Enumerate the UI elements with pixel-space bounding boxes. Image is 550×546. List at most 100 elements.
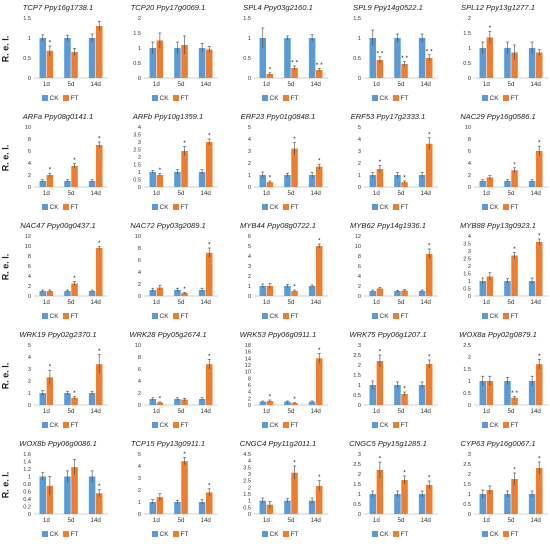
significance-mark: * * <box>401 55 408 62</box>
y-tick-label: 1 <box>248 284 251 290</box>
bar-ck <box>39 291 47 296</box>
legend-swatch-ft <box>172 422 179 428</box>
legend-swatch-ft <box>62 204 69 210</box>
bar-ck <box>479 494 487 514</box>
bar-ck <box>88 291 96 296</box>
bar-ck <box>528 48 536 78</box>
bar-ft <box>401 394 408 405</box>
y-tick-label: 3 <box>138 140 141 146</box>
y-tick-label: 3 <box>358 452 361 458</box>
bar-ft <box>95 248 103 296</box>
legend-label: FT <box>70 422 79 429</box>
legend-label: FT <box>290 422 299 429</box>
y-tick-label: 8 <box>358 254 361 260</box>
y-tick-label: 3.5 <box>133 133 141 139</box>
y-tick-label: 0 <box>248 294 251 300</box>
significance-mark: * <box>379 456 382 463</box>
significance-mark: * <box>183 140 186 147</box>
significance-mark: * <box>318 238 321 245</box>
bar-ft <box>315 358 323 405</box>
bar-ck <box>88 393 96 405</box>
bar-chart: 00.2 0.40.6 0.81 1.21.4 1.6 1d 5d * 14d <box>23 452 108 524</box>
significance-mark: * <box>513 161 516 168</box>
x-tick-label: 1d <box>153 190 160 197</box>
y-tick-label: 0 <box>358 185 361 191</box>
legend-swatch-ck <box>41 204 48 210</box>
y-tick-label: 3 <box>468 249 471 255</box>
bar-ck <box>259 38 267 78</box>
x-tick-label: 14d <box>201 190 212 197</box>
legend-label: CK <box>379 95 389 102</box>
significance-mark: * <box>403 386 406 393</box>
bar-ft <box>315 486 323 514</box>
significance-mark: * <box>318 158 321 165</box>
y-tick-label: 2 <box>468 472 471 478</box>
bar-chart: 0 0.5 1 1.5 * 1d 5d 14d <box>23 16 108 88</box>
x-tick-label: 1d <box>373 408 380 415</box>
y-tick-label: 3 <box>248 264 251 270</box>
y-tick-label: 4.5 <box>243 452 251 458</box>
bar-ck <box>174 399 181 405</box>
legend-swatch-ft <box>282 531 289 537</box>
y-tick-label: 0.5 <box>353 56 361 62</box>
bar-ft <box>291 403 298 405</box>
chart-panel: WRK75 Ppy06g1207.1 0 0.5 1 1.5 2 2.5 3 * 1d * 5d * 14… <box>334 327 442 436</box>
bar-ft <box>486 37 494 78</box>
y-tick-label: 1 <box>468 379 471 385</box>
chart-title: ARFa Ppy08g0141.1 <box>22 112 94 121</box>
y-tick-label: 5 <box>248 125 251 131</box>
legend: CK FT <box>334 313 442 320</box>
bar-ck <box>308 38 316 78</box>
legend-swatch-ft <box>62 95 69 101</box>
y-tick-label: 6 <box>248 383 251 389</box>
x-tick-label: 5d <box>288 190 295 197</box>
y-tick-label: 0.2 <box>23 505 31 511</box>
legend-swatch-ck <box>151 95 158 101</box>
y-tick-label: 4 <box>28 355 31 361</box>
bar-ft <box>511 255 518 296</box>
bar-ft <box>181 45 188 78</box>
y-tick-label: 0 <box>468 76 471 82</box>
y-tick-label: 18 <box>245 343 251 349</box>
legend-label: CK <box>269 204 279 211</box>
bar-ft <box>71 397 78 405</box>
y-tick-label: 2 <box>138 488 141 494</box>
x-tick-label: 5d <box>178 517 185 524</box>
bar-ft <box>486 381 494 405</box>
significance-mark: * <box>183 451 186 458</box>
legend-label: FT <box>400 204 409 211</box>
y-tick-label: 2 <box>28 173 31 179</box>
bar-chart: 0 1 2 3 4 5 1d * 5d * 14d <box>138 451 218 524</box>
y-tick-label: 6 <box>28 149 31 155</box>
y-tick-label: 2 <box>28 379 31 385</box>
x-tick-label: 5d <box>178 81 185 88</box>
y-tick-label: 4 <box>28 161 31 167</box>
bar-ck <box>284 286 291 296</box>
x-tick-label: 5d <box>68 517 75 524</box>
bar-chart: 0 2 4 6 8 10 12 1d 5d * 14d <box>355 234 438 306</box>
bar-ck <box>394 385 401 405</box>
legend: CK FT <box>444 531 550 538</box>
chart-panel: MYB88 Ppy13g0923.1 0 0.5 1 1.5 2 2.5 3 3.5 4 1d * 5d… <box>444 218 550 327</box>
y-tick-label: 1.2 <box>23 467 31 473</box>
y-tick-label: 4 <box>138 125 141 131</box>
chart-panel: NAC72 Ppy03g2089.1 0 2 4 6 8 10 1d * 5d * 14d CK FT <box>114 218 222 327</box>
y-tick-label: 1 <box>248 499 251 505</box>
bar-chart: 0 1 2 3 4 5 6 1d * 5d * 14d <box>248 234 328 306</box>
x-tick-label: 1d <box>43 517 50 524</box>
significance-mark: * * <box>511 390 518 397</box>
significance-mark: * <box>269 175 272 182</box>
chart-panel: WRK53 Ppy06g0911.1 0 2 4 6 8 10 12 14 16 18 * 1d * 5d *… <box>224 327 332 436</box>
legend: CK FT <box>114 95 222 102</box>
x-tick-label: 14d <box>531 517 542 524</box>
bar-ft <box>376 288 384 296</box>
bar-ck <box>528 281 536 296</box>
legend-label: CK <box>49 531 59 538</box>
chart-title: SPL9 Ppy14g0522.1 <box>353 3 423 12</box>
x-tick-label: 5d <box>68 81 75 88</box>
legend-swatch-ft <box>282 95 289 101</box>
x-tick-label: 1d <box>483 517 490 524</box>
legend-swatch-ft <box>172 313 179 319</box>
x-tick-label: 1d <box>483 408 490 415</box>
chart-title: MYB44 Ppy08g0722.1 <box>240 221 316 230</box>
